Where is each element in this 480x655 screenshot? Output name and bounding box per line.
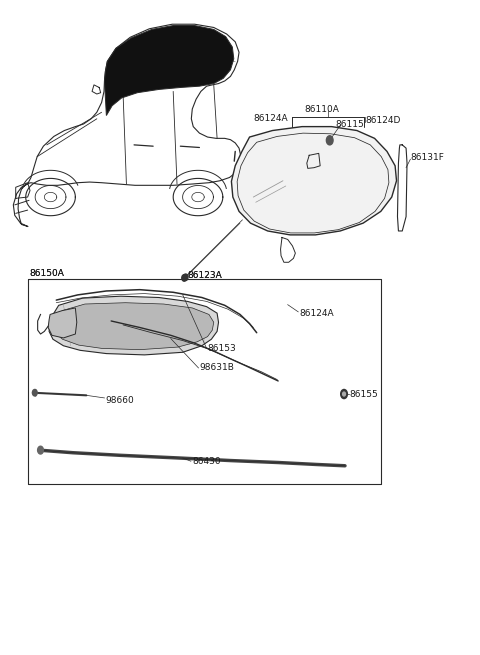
Circle shape (343, 392, 346, 396)
Circle shape (183, 274, 188, 280)
Text: 86124A: 86124A (254, 114, 288, 123)
Text: 86110A: 86110A (305, 105, 339, 113)
Circle shape (326, 136, 333, 145)
Text: 86131F: 86131F (411, 153, 445, 162)
Circle shape (33, 390, 37, 396)
Text: 86150A: 86150A (29, 269, 64, 278)
Text: 86124D: 86124D (365, 115, 400, 124)
Text: 98631B: 98631B (199, 364, 234, 373)
Text: 98660: 98660 (106, 396, 134, 405)
Text: 86155: 86155 (350, 390, 379, 398)
Polygon shape (231, 126, 396, 235)
Text: 86150A: 86150A (29, 269, 64, 278)
Text: 86430: 86430 (192, 457, 221, 466)
Circle shape (341, 390, 348, 399)
Text: 86124A: 86124A (300, 309, 334, 318)
Text: 86153: 86153 (207, 344, 236, 353)
Circle shape (37, 446, 43, 454)
Polygon shape (48, 308, 77, 338)
Polygon shape (105, 26, 234, 115)
Polygon shape (54, 303, 214, 350)
Polygon shape (49, 296, 218, 355)
Text: 86115: 86115 (336, 119, 364, 128)
Text: 86123A: 86123A (188, 271, 222, 280)
Circle shape (182, 274, 187, 281)
Text: 86123A: 86123A (188, 271, 222, 280)
